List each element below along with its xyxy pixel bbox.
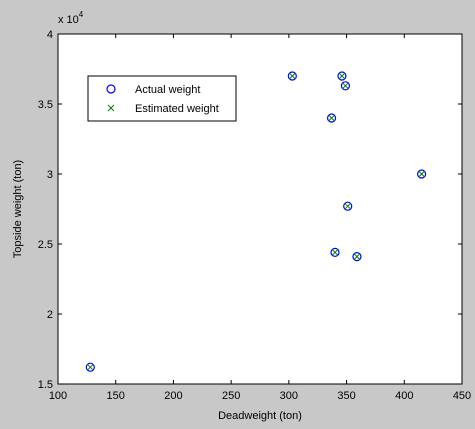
estimated-weight-point-stroke (353, 253, 361, 260)
estimated-weight-point-stroke (344, 202, 352, 210)
estimated-weight-point-stroke (338, 72, 346, 80)
x-tick-label: 100 (49, 390, 67, 402)
actual-weight-point (352, 252, 362, 262)
legend-marker-estimated-weight-stroke-2 (107, 104, 115, 112)
actual-weight-point (337, 71, 347, 81)
actual-weight-point (340, 81, 351, 91)
x-tick-label: 400 (395, 390, 413, 402)
estimated-weight-point-stroke (418, 170, 425, 178)
estimated-weight-point (331, 249, 339, 256)
legend-marker-actual-weight (106, 84, 116, 94)
estimated-weight-point-stroke (328, 114, 335, 122)
legend-label-estimated-weight: Estimated weight (135, 103, 219, 115)
y-tick-label: 3.5 (38, 99, 53, 111)
x-axis-label: Deadweight (ton) (218, 410, 302, 422)
x-axis-ticks: 100 150 200 250 300 350 400 450 (49, 34, 471, 402)
legend-label-actual-weight: Actual weight (135, 84, 200, 96)
actual-weight-point (343, 201, 353, 211)
y-axis-ticks: 1.5 2 2.5 3 3.5 4 (38, 29, 462, 391)
actual-weight-point (417, 169, 427, 179)
x-tick-label: 150 (107, 390, 125, 402)
estimated-weight-point (288, 72, 296, 80)
legend: Actual weight Estimated weight (87, 75, 237, 122)
legend-marker-estimated-weight (107, 104, 115, 112)
y-tick-label: 2 (47, 309, 53, 321)
estimated-weight-point-stroke (331, 249, 339, 256)
actual-weight-point (326, 113, 337, 123)
x-tick-label: 300 (280, 390, 298, 402)
y-multiplier-label: x 104 (58, 10, 84, 26)
y-axis-label: Topside weight (ton) (12, 160, 24, 258)
estimated-weight-point-stroke (288, 72, 296, 80)
y-tick-label: 4 (47, 29, 53, 41)
x-tick-label: 250 (222, 390, 240, 402)
actual-weight-point (330, 247, 340, 257)
estimated-weight-point-stroke (342, 82, 349, 90)
x-tick-label: 200 (164, 390, 182, 402)
y-multiplier-exponent: 4 (79, 10, 84, 19)
y-tick-label: 1.5 (38, 379, 53, 391)
y-tick-label: 2.5 (38, 239, 53, 251)
estimated-weight-point (328, 114, 335, 122)
legend-box (87, 75, 237, 122)
data-markers (85, 71, 427, 372)
estimated-weight-point (353, 253, 361, 260)
estimated-weight-point-stroke (86, 363, 94, 371)
actual-weight-point (287, 71, 297, 81)
estimated-weight-point (86, 363, 94, 371)
estimated-weight-point (342, 82, 349, 90)
y-tick-label: 3 (47, 169, 53, 181)
actual-weight-point (85, 362, 95, 372)
estimated-weight-point (418, 170, 425, 178)
estimated-weight-point (344, 202, 352, 210)
estimated-weight-point (338, 72, 346, 80)
y-multiplier-base: x 10 (58, 14, 79, 26)
x-tick-label: 350 (337, 390, 355, 402)
x-tick-label: 450 (453, 390, 471, 402)
